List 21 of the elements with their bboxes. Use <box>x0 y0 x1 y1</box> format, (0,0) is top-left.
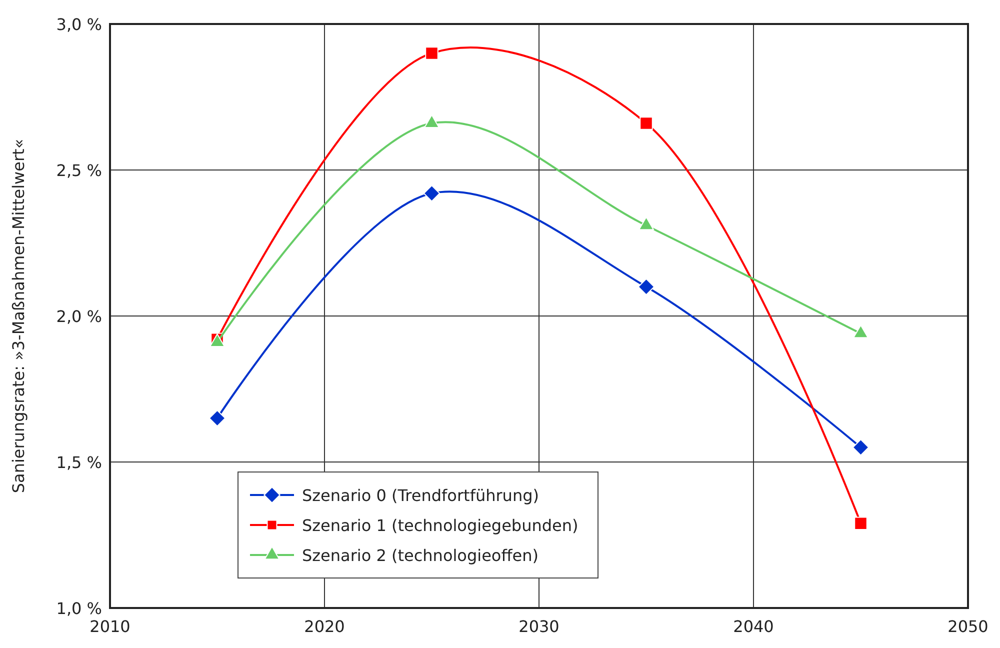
x-tick-label: 2040 <box>733 617 774 636</box>
point <box>425 46 438 60</box>
x-tick-label: 2010 <box>90 617 130 636</box>
point <box>638 278 655 296</box>
point <box>852 439 870 456</box>
legend-label: Szenario 1 (technologiegebunden) <box>302 516 578 535</box>
point <box>854 516 868 530</box>
point <box>640 116 653 130</box>
y-tick-label: 2,0 % <box>56 307 102 326</box>
y-axis-title: Sanierungsrate: »3-Maßnahmen-Mittelwert« <box>9 138 28 494</box>
point <box>208 410 226 427</box>
point <box>423 184 440 202</box>
y-tick-label: 3,0 % <box>56 15 102 34</box>
x-tick-label: 2020 <box>304 617 345 636</box>
y-tick-label: 2,5 % <box>56 161 102 180</box>
legend-label: Szenario 2 (technologieoffen) <box>302 546 538 565</box>
y-tick-label: 1,5 % <box>56 453 102 472</box>
y-tick-label: 1,0 % <box>56 599 102 618</box>
x-tick-label: 2050 <box>948 617 988 636</box>
legend-label: Szenario 0 (Trendfortführung) <box>302 486 539 505</box>
x-tick-label: 2030 <box>518 617 560 636</box>
